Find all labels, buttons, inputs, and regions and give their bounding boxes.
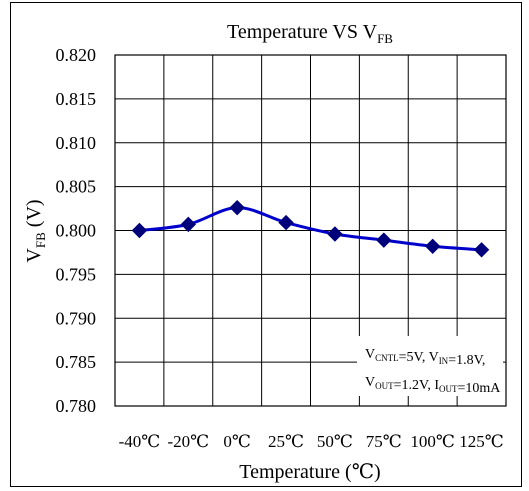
x-tick-label: 125℃ xyxy=(459,432,504,451)
y-tick-label: 0.800 xyxy=(56,221,97,241)
data-point-marker xyxy=(131,222,148,239)
data-point-marker xyxy=(424,238,441,255)
y-tick-label: 0.790 xyxy=(56,308,97,328)
y-tick-label: 0.805 xyxy=(56,177,97,197)
data-point-marker xyxy=(376,232,392,248)
series-layer xyxy=(131,199,490,258)
annotation-line-1: VCNTL=5V, VIN=1.8V, xyxy=(365,347,485,368)
y-axis-label: VFB (V) xyxy=(23,199,48,262)
y-tick-label: 0.795 xyxy=(56,264,97,284)
chart-title: Temperature VS VFB xyxy=(227,21,393,46)
y-tick-labels: 0.820 0.815 0.810 0.805 0.800 0.795 0.790 0.785… xyxy=(56,45,97,416)
y-tick-label: 0.820 xyxy=(56,45,97,65)
x-tick-label: 25℃ xyxy=(268,432,304,451)
y-tick-label: 0.780 xyxy=(56,396,97,416)
data-point-marker xyxy=(278,214,294,231)
data-point-marker xyxy=(180,216,197,233)
x-tick-label: 100℃ xyxy=(410,432,455,451)
data-point-marker xyxy=(229,199,245,216)
data-point-marker xyxy=(473,242,490,258)
conditions-annotation: VCNTL=5V, VIN=1.8V, VOUT=1.2V, IOUT=10mA xyxy=(357,336,503,396)
x-axis-label: Temperature (℃) xyxy=(239,461,380,483)
annotation-box xyxy=(357,336,503,396)
x-tick-label: -20℃ xyxy=(167,432,209,451)
y-tick-label: 0.785 xyxy=(56,352,97,372)
x-tick-label: 75℃ xyxy=(366,432,402,451)
x-tick-labels: -40℃ -20℃ 0℃ 25℃ 50℃ 75℃ 100℃ 125℃ xyxy=(119,432,504,451)
x-tick-label: 50℃ xyxy=(317,432,353,451)
data-point-marker xyxy=(327,226,343,242)
y-tick-label: 0.815 xyxy=(56,89,97,109)
x-tick-label: 0℃ xyxy=(223,432,251,451)
plot-area xyxy=(114,54,507,407)
y-tick-label: 0.810 xyxy=(56,133,97,153)
annotation-line-2: VOUT=1.2V, IOUT=10mA xyxy=(365,375,501,396)
x-tick-label: -40℃ xyxy=(119,432,161,451)
